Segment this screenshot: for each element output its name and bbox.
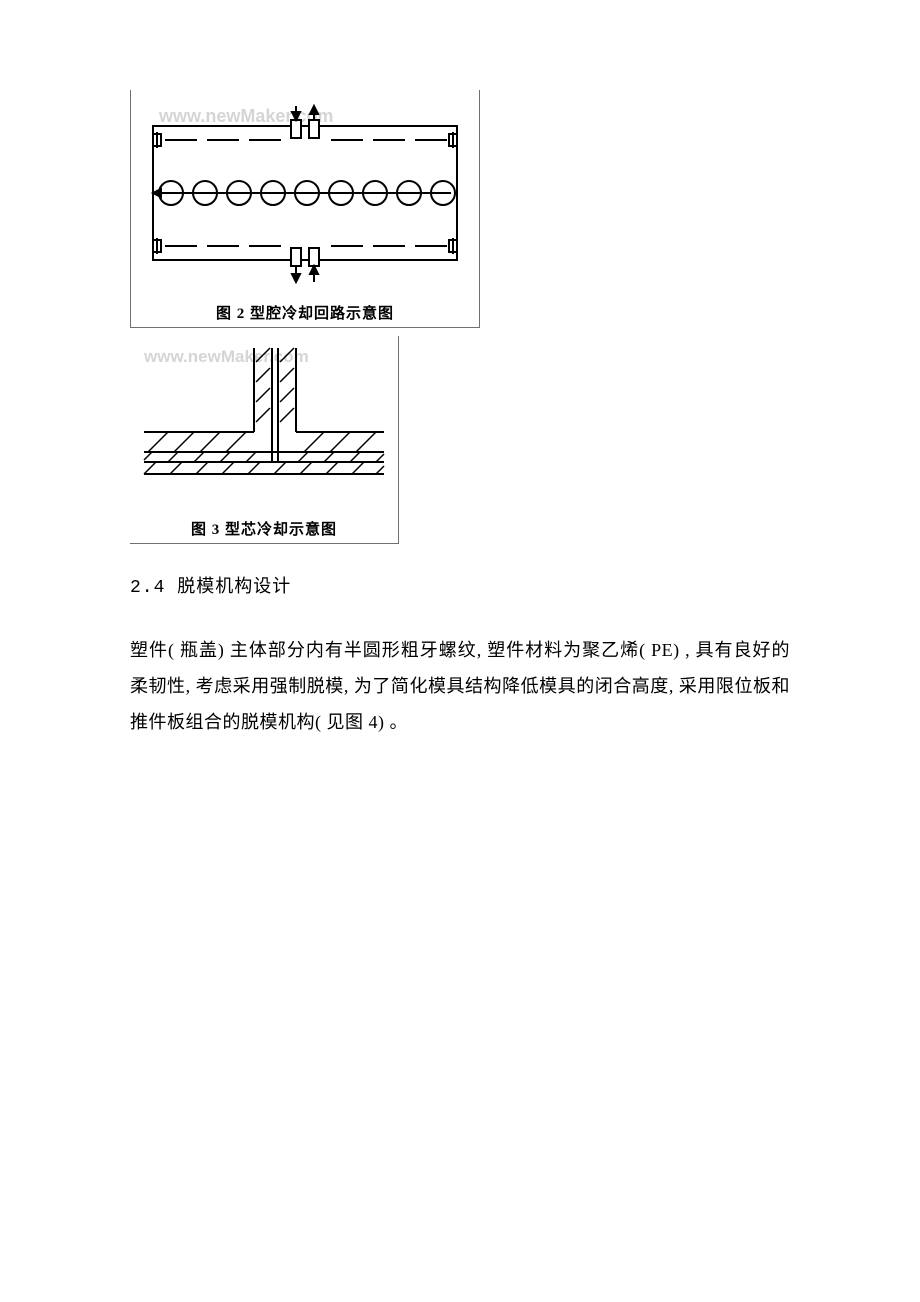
figure-3-diagram: www.newMaker.com (134, 342, 394, 512)
body-paragraph: 塑件( 瓶盖) 主体部分内有半圆形粗牙螺纹, 塑件材料为聚乙烯( PE) , 具… (130, 632, 790, 740)
figure-2-frame: www.newMaker.com (130, 90, 480, 328)
section-number: 2.4 (130, 578, 165, 598)
figure-3-caption: 图 3 型芯冷却示意图 (134, 518, 394, 539)
watermark-text: www.newMaker.com (143, 347, 309, 366)
figure-3-frame: www.newMaker.com (130, 336, 399, 544)
section-title: 脱模机构设计 (177, 578, 291, 598)
figure-2-caption: 图 2 型腔冷却回路示意图 (135, 302, 475, 323)
figure-2-diagram: www.newMaker.com (135, 96, 475, 296)
figure-2-block: www.newMaker.com (130, 90, 790, 328)
watermark-text: www.newMaker.com (158, 106, 333, 126)
section-heading: 2.4 脱模机构设计 (130, 572, 790, 598)
figure-3-block: www.newMaker.com (130, 336, 790, 544)
